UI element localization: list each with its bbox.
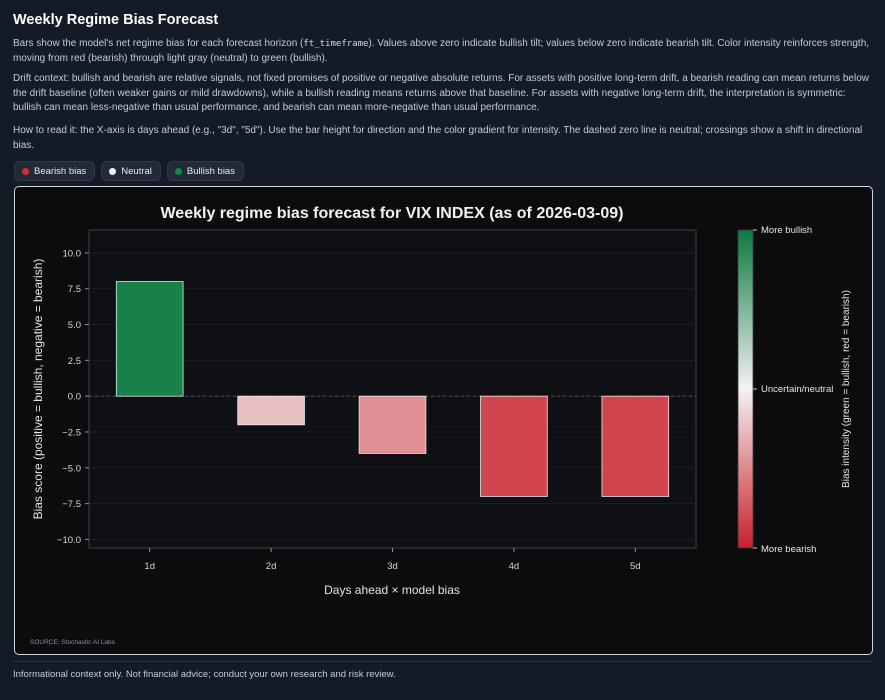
source-note: SOURCE: Stochastic AI Labs <box>30 639 116 646</box>
bias-bar-chart: Weekly regime bias forecast for VIX INDE… <box>30 205 852 646</box>
chip-neutral-label: Neutral <box>121 165 152 177</box>
y-tick-label: −5.0 <box>62 463 81 474</box>
timeframe-code: ft_timeframe <box>303 39 369 49</box>
bar-3d[interactable] <box>358 395 427 454</box>
y-tick-label: 7.5 <box>68 284 81 295</box>
chip-neutral[interactable]: Neutral <box>101 161 161 181</box>
description-text-end: ). Values above zero indicate bullish ti… <box>13 38 870 64</box>
bullish-dot-icon <box>174 167 182 175</box>
colorbar-mid-label: Uncertain/neutral <box>761 384 833 395</box>
y-tick-label: 2.5 <box>68 356 81 367</box>
how-to-read-paragraph: How to read it: the X-axis is days ahead… <box>13 125 863 151</box>
footer-disclaimer: Informational context only. Not financia… <box>13 669 396 680</box>
colorbar-axis-label: Bias intensity (green = bullish, red = b… <box>841 290 852 488</box>
chart-title: Weekly regime bias forecast for VIX INDE… <box>160 205 623 222</box>
x-tick-label: 2d <box>266 561 277 572</box>
x-tick-label: 1d <box>144 561 155 572</box>
chip-bearish-label: Bearish bias <box>34 165 87 177</box>
y-tick-label: 0.0 <box>68 392 81 403</box>
drift-context-paragraph: Drift context: bullish and bearish are r… <box>13 73 869 113</box>
page-title: Weekly Regime Bias Forecast <box>13 12 219 28</box>
x-axis-label: Days ahead × model bias <box>324 583 460 597</box>
x-ticks: 1d 2d 3d 4d 5d <box>144 548 641 572</box>
bearish-dot-icon <box>22 167 29 175</box>
description-text-start: Bars show the model's net regime bias fo… <box>13 38 304 49</box>
chip-bullish-label: Bullish bias <box>186 165 235 177</box>
chart-card: Weekly regime bias forecast for VIX INDE… <box>14 186 873 655</box>
footer-divider <box>13 661 872 662</box>
legend-chips: Bearish bias Neutral Bullish bias <box>14 161 244 181</box>
bar-1d[interactable] <box>115 281 184 397</box>
description-paragraph: Bars show the model's net regime bias fo… <box>13 37 875 66</box>
bar-4d[interactable] <box>480 395 548 497</box>
y-tick-label: −2.5 <box>62 427 81 438</box>
chip-bearish[interactable]: Bearish bias <box>14 161 96 181</box>
y-axis-label: Bias score (positive = bullish, negative… <box>31 259 45 520</box>
x-tick-label: 3d <box>387 561 398 572</box>
neutral-dot-icon <box>109 167 117 175</box>
y-tick-label: −10.0 <box>57 535 81 546</box>
y-tick-label: −7.5 <box>62 499 81 510</box>
chip-bullish[interactable]: Bullish bias <box>166 161 244 181</box>
colorbar <box>737 229 754 549</box>
x-tick-label: 4d <box>509 561 520 572</box>
x-tick-label: 5d <box>630 561 641 572</box>
bar-2d[interactable] <box>237 395 305 426</box>
bars <box>115 281 670 497</box>
y-tick-label: 5.0 <box>68 320 81 331</box>
y-ticks: 10.0 7.5 5.0 2.5 0.0 −2.5 −5.0 −7.5 −10.0 <box>57 248 89 546</box>
bar-5d[interactable] <box>601 395 670 497</box>
colorbar-top-label: More bullish <box>761 225 812 236</box>
colorbar-bottom-label: More bearish <box>761 544 816 555</box>
plot-area <box>88 229 697 549</box>
y-tick-label: 10.0 <box>63 248 82 259</box>
grid-lines <box>89 252 696 540</box>
